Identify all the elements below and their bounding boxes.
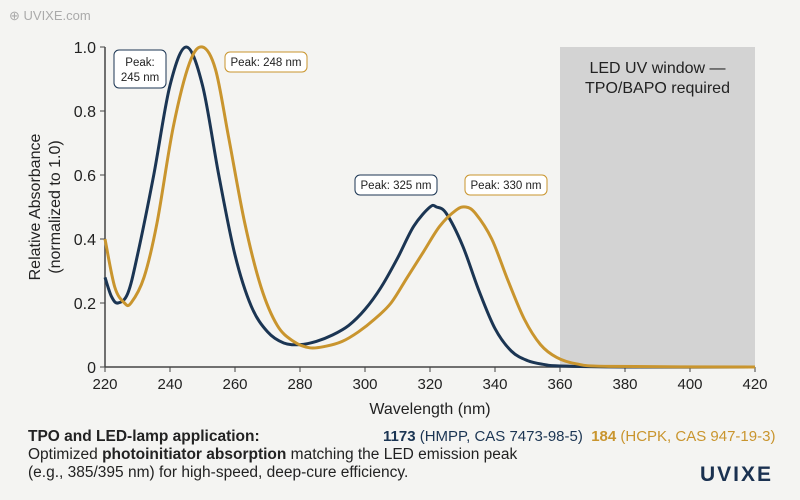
x-tick-label: 380 — [612, 376, 637, 393]
svg-text:Peak:: Peak: — [125, 57, 154, 69]
svg-text:245 nm: 245 nm — [121, 72, 159, 84]
legend-item-1173: 1173 (HMPP, CAS 7473-98-5) — [383, 428, 583, 445]
x-tick-label: 320 — [417, 376, 442, 393]
x-tick-label: 260 — [222, 376, 247, 393]
footer-line2: (e.g., 385/395 nm) for high-speed, deep-… — [28, 464, 409, 481]
footer-line1-pre: Optimized — [28, 446, 103, 463]
legend-item-184: 184 (HCPK, CAS 947-19-3) — [591, 428, 776, 445]
x-tick-label: 420 — [742, 376, 767, 393]
x-tick-label: 240 — [157, 376, 182, 393]
x-axis-label: Wavelength (nm) — [369, 401, 490, 418]
annotation-peak-325: Peak: 325 nm — [354, 174, 438, 196]
x-tick-label: 400 — [677, 376, 702, 393]
footer-line1-post: matching the LED emission peak — [286, 446, 518, 463]
y-tick-label: 0.4 — [74, 232, 96, 249]
y-axis-label-line1: Relative Absorbance — [27, 134, 44, 281]
annotation-peak-248: Peak: 248 nm — [224, 51, 308, 73]
footer-text: TPO and LED-lamp application: Optimized … — [28, 428, 517, 482]
legend: 1173 (HMPP, CAS 7473-98-5) 184 (HCPK, CA… — [383, 428, 775, 445]
annotation-peak-245: Peak: 245 nm — [113, 49, 167, 89]
x-tick-label: 220 — [92, 376, 117, 393]
y-axis-label-line2: (normalized to 1.0) — [47, 140, 64, 273]
svg-text:Peak: 325 nm: Peak: 325 nm — [361, 180, 432, 192]
footer-line1-bold: photoinitiator absorption — [102, 446, 287, 463]
led-window-region — [560, 47, 755, 367]
x-tick-label: 360 — [547, 376, 572, 393]
y-tick-label: 0.2 — [74, 296, 96, 313]
uvixe-logo: UVIXE — [700, 463, 774, 486]
footer-heading: TPO and LED-lamp application: — [28, 428, 260, 445]
x-tick-label: 280 — [287, 376, 312, 393]
x-tick-label: 340 — [482, 376, 507, 393]
x-tick-label: 300 — [352, 376, 377, 393]
y-tick-label: 0.6 — [74, 168, 96, 185]
region-label-line1: LED UV window — — [589, 60, 725, 77]
y-tick-label: 0 — [87, 360, 96, 377]
region-label-line2: TPO/BAPO required — [585, 80, 730, 97]
annotation-peak-330: Peak: 330 nm — [464, 174, 548, 196]
svg-text:Peak: 330 nm: Peak: 330 nm — [471, 180, 542, 192]
series-line-1173 — [103, 45, 756, 369]
svg-text:Peak: 248 nm: Peak: 248 nm — [231, 57, 302, 69]
y-tick-label: 1.0 — [74, 40, 96, 57]
series-line-184 — [103, 45, 756, 369]
watermark: ⊕ UVIXE.com — [9, 8, 91, 23]
y-tick-label: 0.8 — [74, 104, 96, 121]
